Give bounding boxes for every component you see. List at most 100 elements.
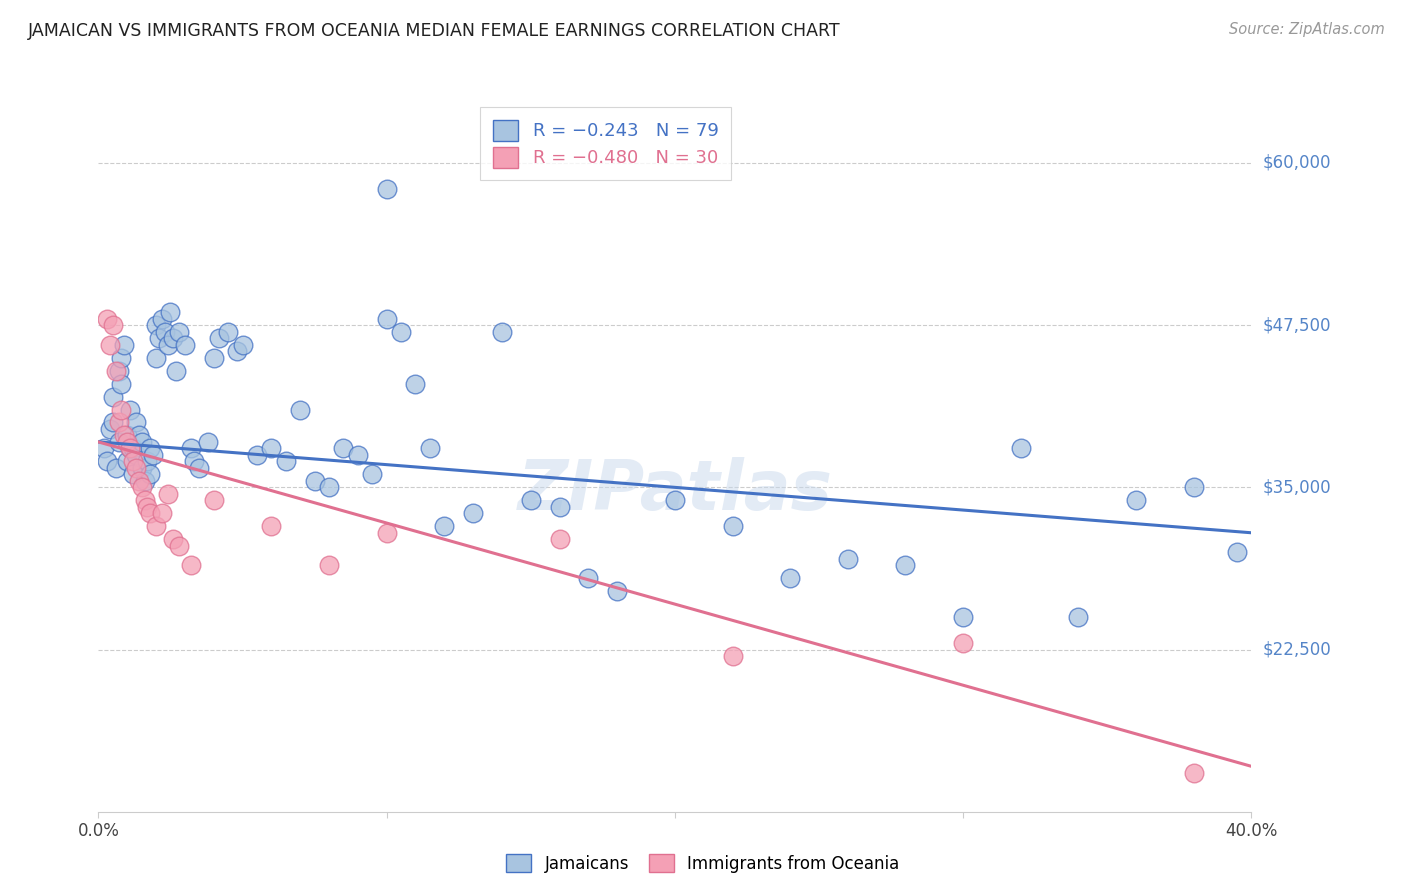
Point — [101, 318, 124, 333]
Point — [134, 493, 156, 508]
Point — [117, 454, 138, 468]
Point — [101, 416, 124, 430]
Point — [375, 182, 398, 196]
Point — [107, 416, 129, 430]
Point — [952, 636, 974, 650]
Point — [117, 428, 138, 442]
Point — [139, 506, 162, 520]
Point — [120, 442, 142, 456]
Point — [110, 402, 132, 417]
Point — [578, 571, 600, 585]
Point — [361, 467, 384, 482]
Point — [174, 337, 197, 351]
Point — [225, 344, 247, 359]
Point — [1226, 545, 1249, 559]
Point — [304, 474, 326, 488]
Point — [142, 448, 165, 462]
Text: $35,000: $35,000 — [1263, 478, 1331, 496]
Point — [894, 558, 917, 573]
Point — [139, 442, 162, 456]
Point — [180, 558, 202, 573]
Point — [202, 493, 225, 508]
Point — [837, 551, 859, 566]
Point — [110, 376, 132, 391]
Point — [461, 506, 484, 520]
Point — [183, 454, 205, 468]
Point — [136, 500, 159, 514]
Point — [134, 474, 156, 488]
Point — [1182, 480, 1205, 494]
Text: $47,500: $47,500 — [1263, 316, 1331, 334]
Point — [125, 448, 148, 462]
Text: $22,500: $22,500 — [1263, 640, 1331, 658]
Text: $60,000: $60,000 — [1263, 154, 1331, 172]
Point — [120, 402, 142, 417]
Point — [548, 500, 571, 514]
Point — [125, 461, 148, 475]
Point — [107, 363, 129, 377]
Point — [375, 311, 398, 326]
Point — [165, 363, 187, 377]
Point — [122, 442, 145, 456]
Point — [274, 454, 297, 468]
Point — [1182, 765, 1205, 780]
Point — [162, 533, 184, 547]
Point — [131, 480, 153, 494]
Point — [721, 519, 744, 533]
Point — [145, 351, 167, 365]
Point — [606, 584, 628, 599]
Point — [246, 448, 269, 462]
Point — [260, 442, 283, 456]
Point — [419, 442, 441, 456]
Point — [389, 325, 412, 339]
Point — [96, 311, 118, 326]
Point — [664, 493, 686, 508]
Point — [112, 428, 135, 442]
Legend: R = −0.243   N = 79, R = −0.480   N = 30: R = −0.243 N = 79, R = −0.480 N = 30 — [481, 107, 731, 180]
Point — [110, 351, 132, 365]
Point — [180, 442, 202, 456]
Point — [375, 525, 398, 540]
Point — [433, 519, 456, 533]
Point — [128, 428, 150, 442]
Point — [98, 337, 121, 351]
Point — [167, 539, 190, 553]
Point — [148, 331, 170, 345]
Point — [93, 442, 115, 456]
Point — [150, 311, 173, 326]
Point — [520, 493, 543, 508]
Point — [952, 610, 974, 624]
Point — [98, 422, 121, 436]
Point — [131, 434, 153, 449]
Point — [231, 337, 254, 351]
Point — [779, 571, 801, 585]
Point — [318, 558, 340, 573]
Point — [332, 442, 354, 456]
Text: JAMAICAN VS IMMIGRANTS FROM OCEANIA MEDIAN FEMALE EARNINGS CORRELATION CHART: JAMAICAN VS IMMIGRANTS FROM OCEANIA MEDI… — [28, 22, 841, 40]
Point — [136, 454, 159, 468]
Point — [96, 454, 118, 468]
Point — [1010, 442, 1032, 456]
Point — [318, 480, 340, 494]
Point — [139, 467, 162, 482]
Point — [217, 325, 239, 339]
Point — [150, 506, 173, 520]
Point — [122, 467, 145, 482]
Point — [112, 337, 135, 351]
Point — [197, 434, 219, 449]
Point — [188, 461, 211, 475]
Point — [1067, 610, 1090, 624]
Point — [122, 454, 145, 468]
Point — [156, 337, 179, 351]
Point — [156, 487, 179, 501]
Text: Source: ZipAtlas.com: Source: ZipAtlas.com — [1229, 22, 1385, 37]
Point — [104, 461, 127, 475]
Point — [202, 351, 225, 365]
Point — [101, 390, 124, 404]
Point — [131, 461, 153, 475]
Point — [153, 325, 176, 339]
Point — [260, 519, 283, 533]
Point — [162, 331, 184, 345]
Point — [104, 363, 127, 377]
Point — [120, 442, 142, 456]
